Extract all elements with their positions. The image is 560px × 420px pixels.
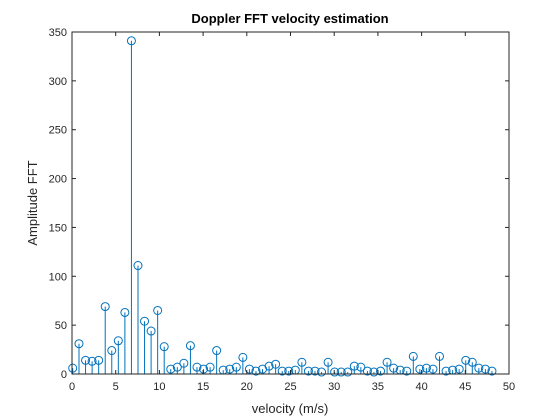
x-tick-label: 30 [328,381,340,393]
y-tick-label: 50 [55,320,67,332]
stem-marker [362,366,372,376]
stem-marker [323,357,333,367]
stem-marker [205,362,215,372]
stem-marker [297,357,307,367]
stem-marker [303,366,313,376]
stem-marker [225,364,235,374]
stem-marker [421,363,431,373]
stem-marker [192,362,202,372]
stem-marker [389,363,399,373]
stem-marker [140,316,150,326]
x-tick-label: 50 [503,381,515,393]
stem-marker [415,364,425,374]
stem-marker [454,364,464,374]
stem-marker [238,352,248,362]
stem-marker [244,364,254,374]
stem-marker [382,357,392,367]
stem-marker [271,359,281,369]
stem-marker [179,358,189,368]
y-tick-label: 150 [49,222,67,234]
stem-marker [317,367,327,377]
stem-marker [336,367,346,377]
stem-marker [120,307,130,317]
stem-marker [264,361,274,371]
x-tick-label: 40 [415,381,427,393]
x-tick-label: 25 [284,381,296,393]
x-tick-label: 0 [69,381,75,393]
stem-marker [330,367,340,377]
stem-marker [284,366,294,376]
stem-marker [349,361,359,371]
stem-marker [461,355,471,365]
stem-marker [166,364,176,374]
stem-marker [133,261,143,271]
y-tick-label: 350 [49,27,67,39]
stem-marker [172,362,182,372]
stem-marker [376,366,386,376]
x-axis-label: velocity (m/s) [252,401,329,416]
x-tick-label: 10 [153,381,165,393]
stem-marker [428,364,438,374]
stem-marker [408,351,418,361]
markers [68,36,497,377]
x-axis-ticks: 0 5 10 15 20 25 30 35 40 45 50 [69,32,515,393]
y-tick-label: 300 [49,76,67,88]
stem-marker [474,363,484,373]
stem-marker [251,366,261,376]
x-tick-label: 15 [197,381,209,393]
stem-marker [467,357,477,367]
stem-marker [356,362,366,372]
stem-marker [87,356,97,366]
y-tick-label: 200 [49,174,67,186]
stem-marker [212,346,222,356]
x-tick-label: 20 [241,381,253,393]
y-tick-label: 250 [49,125,67,137]
stem-marker [146,326,156,336]
x-tick-label: 35 [372,381,384,393]
y-tick-label: 0 [61,369,67,381]
stem-marker [81,355,91,365]
stems [72,40,493,374]
stem-marker [100,302,110,312]
stem-marker [277,366,287,376]
stem-marker [402,366,412,376]
stem-marker [185,341,195,351]
stem-marker [68,363,78,373]
stem-marker [231,362,241,372]
x-tick-label: 5 [113,381,119,393]
stem-marker [435,351,445,361]
stem-marker [343,367,353,377]
stem-marker [480,364,490,374]
stem-marker [441,366,451,376]
x-tick-label: 45 [459,381,471,393]
stem-marker [74,339,84,349]
chart-title: Doppler FFT velocity estimation [191,11,388,26]
stem-marker [159,342,169,352]
stem-marker [153,305,163,315]
stem-marker [113,336,123,346]
stem-marker [94,355,104,365]
stem-marker [126,36,136,46]
stem-marker [487,366,497,376]
y-axis-ticks: 0 50 100 150 200 250 300 350 [49,27,509,381]
y-axis-label: Amplitude FFT [25,160,40,245]
stem-marker [310,366,320,376]
y-tick-label: 100 [49,271,67,283]
stem-marker [107,346,117,356]
